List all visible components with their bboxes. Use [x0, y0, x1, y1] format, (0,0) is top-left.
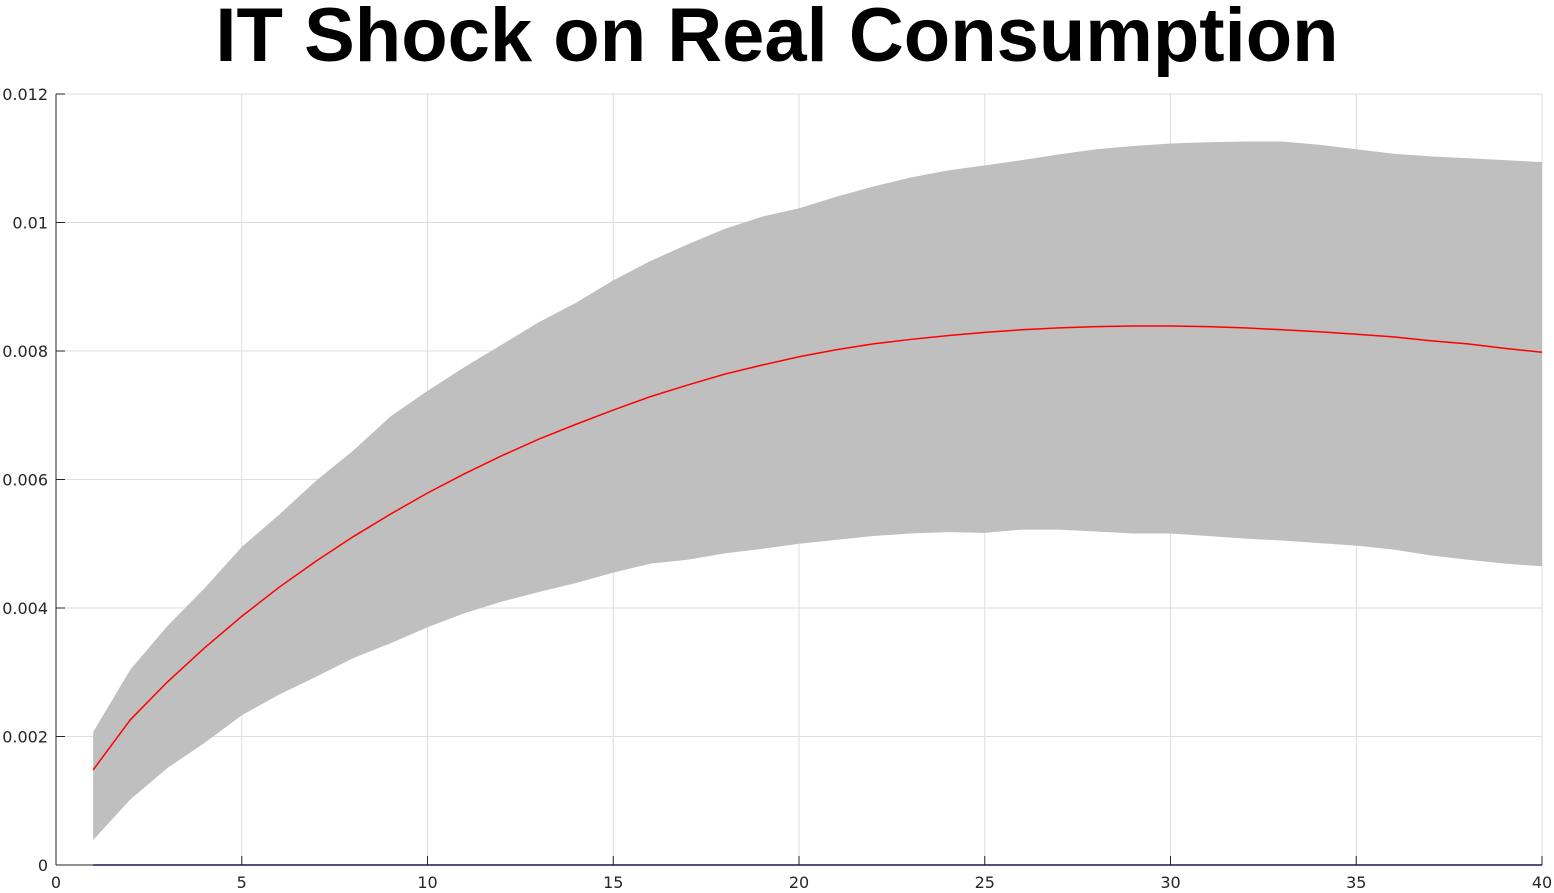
- y-tick-label-5: 0.01: [12, 214, 48, 233]
- x-tick-label-2: 10: [417, 873, 437, 892]
- median-response-line: [92, 325, 1543, 771]
- confidence-band: [93, 141, 1542, 840]
- y-tick-label-0: 0: [38, 856, 48, 875]
- y-tick-label-4: 0.008: [2, 342, 48, 361]
- x-tick-label-3: 15: [603, 873, 623, 892]
- axes: [55, 93, 1543, 866]
- y-tick-label-1: 0.002: [2, 728, 48, 747]
- x-tick-label-7: 35: [1346, 873, 1366, 892]
- x-tick-label-1: 5: [237, 873, 247, 892]
- x-tick-labels: 0 5 10 15 20 25 30 35 40: [51, 873, 1552, 892]
- y-tick-label-3: 0.006: [2, 471, 48, 490]
- x-tick-label-0: 0: [51, 873, 61, 892]
- y-tick-label-6: 0.012: [2, 85, 48, 104]
- x-tick-label-8: 40: [1532, 873, 1552, 892]
- y-tick-label-2: 0.004: [2, 599, 48, 618]
- x-tick-label-6: 30: [1160, 873, 1180, 892]
- chart-title: IT Shock on Real Consumption: [215, 0, 1339, 78]
- x-tick-label-5: 25: [975, 873, 995, 892]
- y-tick-labels: 0 0.002 0.004 0.006 0.008 0.01 0.012: [2, 85, 48, 875]
- x-tick-label-4: 20: [789, 873, 809, 892]
